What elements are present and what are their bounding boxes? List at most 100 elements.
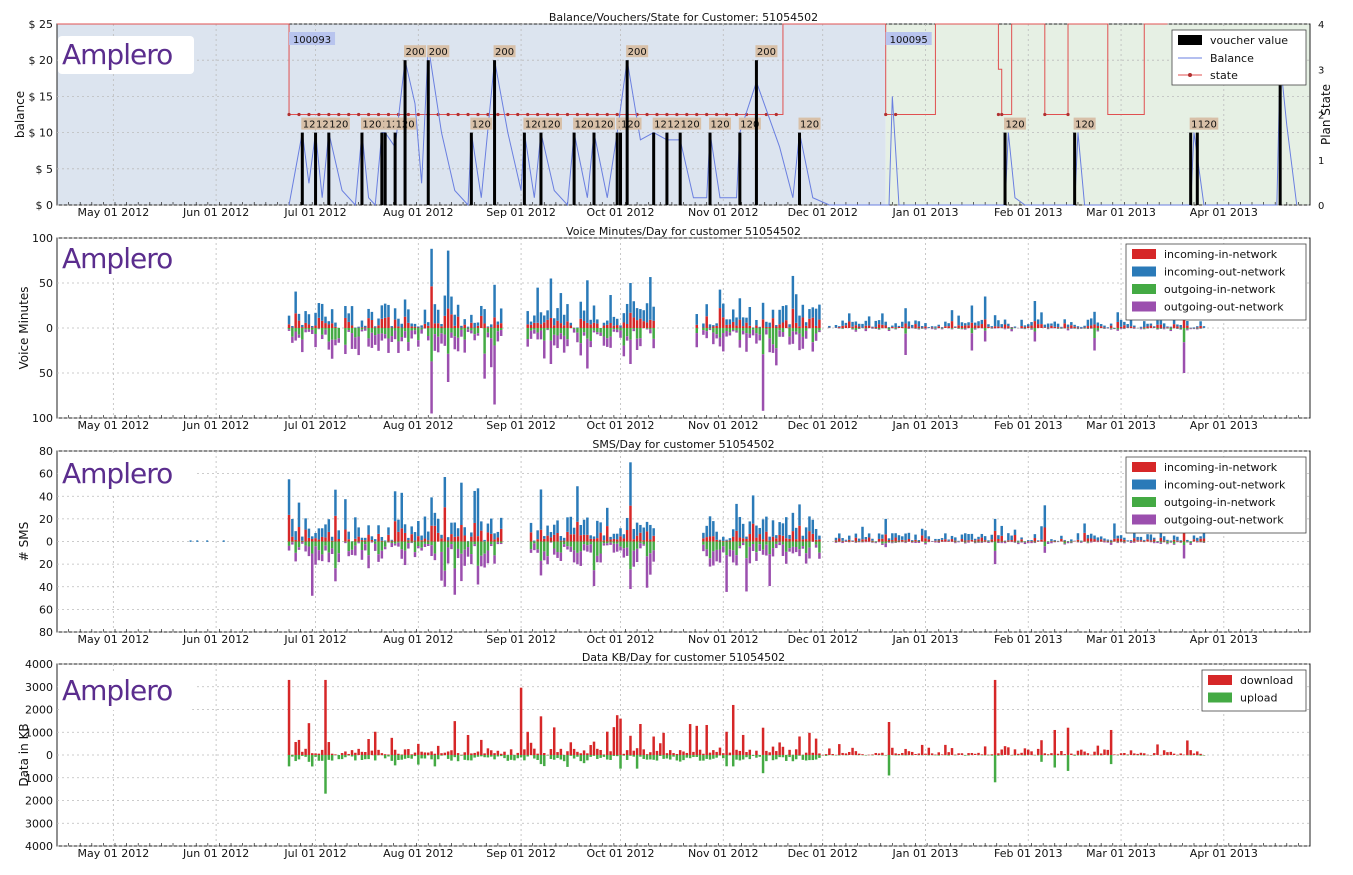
- bar-incoming-out-network: [373, 326, 377, 328]
- bar-incoming-in-network: [294, 313, 297, 328]
- data-bar-download: [1046, 754, 1050, 755]
- bar-incoming-out-network: [1129, 540, 1133, 541]
- bar-incoming-in-network: [901, 539, 904, 542]
- bar-incoming-out-network: [1192, 327, 1196, 328]
- bar-incoming-in-network: [768, 327, 771, 328]
- bar-outgoing-out-network: [596, 555, 599, 563]
- voucher-label: 120: [594, 120, 613, 131]
- bar-incoming-out-network: [301, 536, 304, 541]
- bar-incoming-out-network: [867, 533, 871, 538]
- voucher-label: 120: [575, 120, 594, 131]
- bar-incoming-in-network: [877, 324, 881, 328]
- bar-incoming-in-network: [957, 325, 960, 328]
- bar-incoming-in-network: [794, 539, 798, 542]
- bar-outgoing-in-network: [1080, 541, 1083, 543]
- data-bar-download: [1089, 754, 1093, 756]
- voucher-label: 120: [710, 120, 729, 131]
- bar-outgoing-in-network: [367, 541, 370, 556]
- bar-incoming-out-network: [330, 536, 334, 541]
- data-bar-upload: [476, 755, 480, 757]
- bar-incoming-in-network: [1050, 325, 1053, 328]
- bar-incoming-in-network: [450, 534, 453, 542]
- bar-outgoing-out-network: [725, 330, 728, 337]
- bar-outgoing-in-network: [1017, 541, 1020, 543]
- bar-incoming-out-network: [705, 525, 708, 538]
- legend-swatch: [1132, 462, 1156, 472]
- bar-incoming-out-network: [738, 516, 742, 538]
- bar-incoming-in-network: [1182, 530, 1186, 542]
- bar-outgoing-in-network: [970, 328, 974, 334]
- legend-label: download: [1240, 674, 1293, 687]
- bar-incoming-out-network: [1050, 539, 1053, 541]
- bar-incoming-out-network: [615, 318, 619, 326]
- bar-incoming-out-network: [1036, 540, 1040, 541]
- bar-incoming-out-network: [649, 524, 652, 540]
- bar-outgoing-out-network: [602, 336, 606, 346]
- data-bar-upload: [499, 755, 503, 757]
- bar-incoming-out-network: [708, 516, 712, 537]
- bar-outgoing-out-network: [397, 542, 400, 547]
- data-bar-download: [781, 746, 785, 755]
- bar-incoming-out-network: [887, 538, 891, 540]
- bar-outgoing-out-network: [997, 541, 1000, 544]
- bar-incoming-in-network: [453, 536, 457, 542]
- data-bar-download: [1056, 753, 1060, 755]
- bar-incoming-in-network: [380, 540, 384, 542]
- bar-outgoing-out-network: [1133, 541, 1136, 543]
- bar-outgoing-in-network: [314, 328, 317, 334]
- bar-outgoing-in-network: [526, 328, 529, 340]
- bar-outgoing-out-network: [950, 328, 954, 330]
- data-bar-download: [1123, 752, 1126, 755]
- bar-outgoing-in-network: [596, 541, 599, 556]
- bar-incoming-out-network: [990, 326, 994, 328]
- data-bar-upload: [400, 755, 403, 760]
- bar-outgoing-out-network: [731, 550, 735, 563]
- bar-outgoing-out-network: [310, 553, 314, 596]
- bar-incoming-in-network: [904, 323, 907, 328]
- bar-incoming-out-network: [993, 315, 997, 327]
- data-bar-download: [718, 747, 722, 755]
- bar-incoming-out-network: [403, 524, 407, 533]
- bar-incoming-in-network: [798, 326, 801, 328]
- bar-outgoing-in-network: [960, 328, 964, 329]
- data-bar-upload: [310, 755, 314, 767]
- bar-incoming-in-network: [761, 319, 765, 328]
- bar-outgoing-in-network: [1166, 541, 1169, 544]
- data-bar-upload: [473, 755, 476, 758]
- data-bar-download: [1007, 747, 1010, 755]
- bar-outgoing-in-network: [649, 328, 652, 330]
- data-bar-upload: [731, 755, 735, 767]
- bar-outgoing-in-network: [330, 328, 334, 340]
- y-tick-label: 3000: [25, 681, 53, 694]
- bar-outgoing-in-network: [549, 541, 553, 543]
- bar-incoming-in-network: [950, 539, 954, 542]
- bar-incoming-in-network: [990, 327, 994, 328]
- bar-incoming-in-network: [901, 326, 904, 328]
- bar-incoming-in-network: [599, 532, 602, 542]
- bar-outgoing-out-network: [324, 329, 327, 335]
- bar-incoming-in-network: [1199, 325, 1202, 328]
- bar-outgoing-out-network: [562, 335, 566, 353]
- bar-incoming-out-network: [592, 305, 596, 323]
- bar-incoming-in-network: [463, 535, 466, 542]
- bar-incoming-in-network: [572, 534, 576, 542]
- bar-incoming-out-network: [417, 326, 420, 328]
- bar-outgoing-out-network: [496, 542, 500, 545]
- bar-outgoing-in-network: [304, 328, 307, 330]
- bar-outgoing-out-network: [1003, 328, 1007, 330]
- bar-outgoing-in-network: [1066, 328, 1070, 329]
- bar-incoming-out-network: [924, 530, 927, 539]
- bar-incoming-in-network: [1136, 540, 1139, 542]
- bar-outgoing-out-network: [287, 545, 291, 551]
- bar-incoming-in-network: [725, 324, 728, 328]
- bar-outgoing-out-network: [629, 569, 632, 590]
- data-bar-download: [682, 751, 685, 755]
- bar-outgoing-in-network: [546, 328, 549, 330]
- bar-incoming-in-network: [1033, 321, 1037, 328]
- bar-incoming-in-network: [920, 535, 924, 542]
- bar-outgoing-out-network: [1050, 541, 1053, 544]
- bar-outgoing-out-network: [347, 330, 350, 332]
- bar-outgoing-in-network: [294, 541, 297, 553]
- x-tick-label: Jan 01 2013: [892, 206, 959, 219]
- bar-incoming-in-network: [486, 327, 490, 328]
